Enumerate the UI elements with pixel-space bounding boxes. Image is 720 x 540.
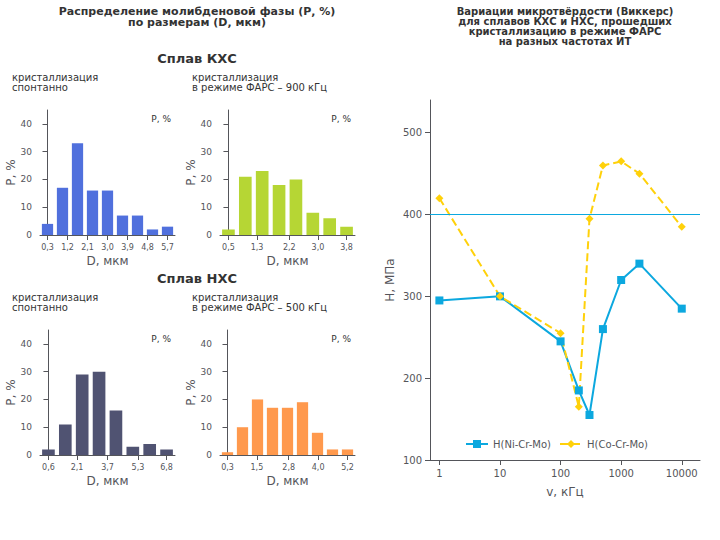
svg-text:0,3: 0,3 xyxy=(41,243,54,252)
svg-text:10: 10 xyxy=(494,468,507,479)
svg-text:P, %: P, % xyxy=(151,114,171,124)
svg-text:1,2: 1,2 xyxy=(61,243,74,252)
svg-text:P, %: P, % xyxy=(331,114,351,124)
svg-text:1000: 1000 xyxy=(608,468,633,479)
svg-text:5,3: 5,3 xyxy=(132,463,145,472)
svg-text:0: 0 xyxy=(206,450,212,460)
svg-text:20: 20 xyxy=(21,174,33,184)
svg-text:2,2: 2,2 xyxy=(283,243,296,252)
svg-text:30: 30 xyxy=(21,367,33,377)
svg-text:10: 10 xyxy=(21,422,33,432)
svg-text:в режиме ФАРС – 900 кГц: в режиме ФАРС – 900 кГц xyxy=(192,82,327,93)
svg-text:1,3: 1,3 xyxy=(251,243,264,252)
svg-text:10: 10 xyxy=(201,422,213,432)
svg-text:спонтанно: спонтанно xyxy=(12,302,68,313)
svg-text:30: 30 xyxy=(21,147,33,157)
svg-text:30: 30 xyxy=(201,367,213,377)
svg-text:40: 40 xyxy=(21,119,33,129)
svg-text:Сплав КХС: Сплав КХС xyxy=(157,51,237,66)
svg-text:H(Ni-Cr-Mo): H(Ni-Cr-Mo) xyxy=(493,439,551,450)
svg-text:спонтанно: спонтанно xyxy=(12,82,68,93)
svg-text:P, %: P, % xyxy=(184,379,198,405)
svg-text:0: 0 xyxy=(26,450,32,460)
svg-text:кристаллизация: кристаллизация xyxy=(12,291,99,303)
svg-text:3,9: 3,9 xyxy=(121,243,134,252)
svg-text:P, %: P, % xyxy=(4,379,18,405)
svg-text:P, %: P, % xyxy=(331,334,351,344)
svg-text:для сплавов КХС и НХС, прошедш: для сплавов КХС и НХС, прошедших xyxy=(458,15,672,27)
svg-text:по размерам (D, мкм): по размерам (D, мкм) xyxy=(128,16,266,29)
svg-text:2,1: 2,1 xyxy=(71,463,84,472)
svg-text:кристаллизацию в режиме ФАРС: кристаллизацию в режиме ФАРС xyxy=(468,25,662,37)
svg-text:1,5: 1,5 xyxy=(251,463,264,472)
svg-text:Сплав НХС: Сплав НХС xyxy=(157,271,237,286)
svg-text:0,3: 0,3 xyxy=(221,463,234,472)
svg-text:кристаллизация: кристаллизация xyxy=(192,291,279,303)
svg-text:3,8: 3,8 xyxy=(340,243,353,252)
svg-text:1: 1 xyxy=(436,468,442,479)
svg-text:Вариации микротвёрдости (Викке: Вариации микротвёрдости (Виккерс) xyxy=(456,5,674,17)
svg-text:Распределение молибденовой фаз: Распределение молибденовой фазы (Р, %) xyxy=(58,5,336,18)
svg-text:2,1: 2,1 xyxy=(81,243,94,252)
svg-text:4,0: 4,0 xyxy=(312,463,325,472)
svg-text:3,0: 3,0 xyxy=(312,243,325,252)
svg-text:на разных частотах ИТ: на разных частотах ИТ xyxy=(499,36,632,47)
svg-text:D, мкм: D, мкм xyxy=(266,254,308,268)
svg-text:0: 0 xyxy=(206,230,212,240)
svg-text:400: 400 xyxy=(403,209,422,220)
svg-text:кристаллизация: кристаллизация xyxy=(12,71,99,83)
svg-text:v, кГц: v, кГц xyxy=(546,485,583,499)
svg-text:20: 20 xyxy=(201,394,213,404)
svg-text:20: 20 xyxy=(201,174,213,184)
svg-text:H, МПа: H, МПа xyxy=(383,258,397,301)
svg-text:в режиме ФАРС – 500 кГц: в режиме ФАРС – 500 кГц xyxy=(192,302,327,313)
svg-text:5,2: 5,2 xyxy=(341,463,354,472)
svg-text:D, мкм: D, мкм xyxy=(86,254,128,268)
svg-text:20: 20 xyxy=(21,394,33,404)
svg-text:10: 10 xyxy=(21,202,33,212)
svg-text:3,7: 3,7 xyxy=(101,463,114,472)
svg-text:10: 10 xyxy=(201,202,213,212)
svg-text:5,7: 5,7 xyxy=(161,243,174,252)
svg-text:D, мкм: D, мкм xyxy=(86,474,128,488)
svg-text:P, %: P, % xyxy=(4,159,18,185)
svg-text:0: 0 xyxy=(26,230,32,240)
svg-text:6,8: 6,8 xyxy=(160,463,173,472)
svg-text:P, %: P, % xyxy=(151,334,171,344)
svg-text:200: 200 xyxy=(403,373,422,384)
svg-text:P, %: P, % xyxy=(184,159,198,185)
svg-text:100: 100 xyxy=(551,468,570,479)
svg-text:40: 40 xyxy=(201,339,213,349)
svg-text:30: 30 xyxy=(201,147,213,157)
svg-text:10000: 10000 xyxy=(666,468,698,479)
svg-text:500: 500 xyxy=(403,127,422,138)
svg-text:кристаллизация: кристаллизация xyxy=(192,71,279,83)
svg-text:0,5: 0,5 xyxy=(222,243,235,252)
svg-text:H(Co-Cr-Mo): H(Co-Cr-Mo) xyxy=(587,439,648,450)
svg-text:0,6: 0,6 xyxy=(42,463,55,472)
svg-text:3,0: 3,0 xyxy=(101,243,114,252)
svg-text:100: 100 xyxy=(403,455,422,466)
svg-text:4,8: 4,8 xyxy=(141,243,154,252)
svg-text:40: 40 xyxy=(201,119,213,129)
svg-text:2,8: 2,8 xyxy=(282,463,295,472)
svg-text:40: 40 xyxy=(21,339,33,349)
svg-text:D, мкм: D, мкм xyxy=(266,474,308,488)
svg-text:300: 300 xyxy=(403,291,422,302)
